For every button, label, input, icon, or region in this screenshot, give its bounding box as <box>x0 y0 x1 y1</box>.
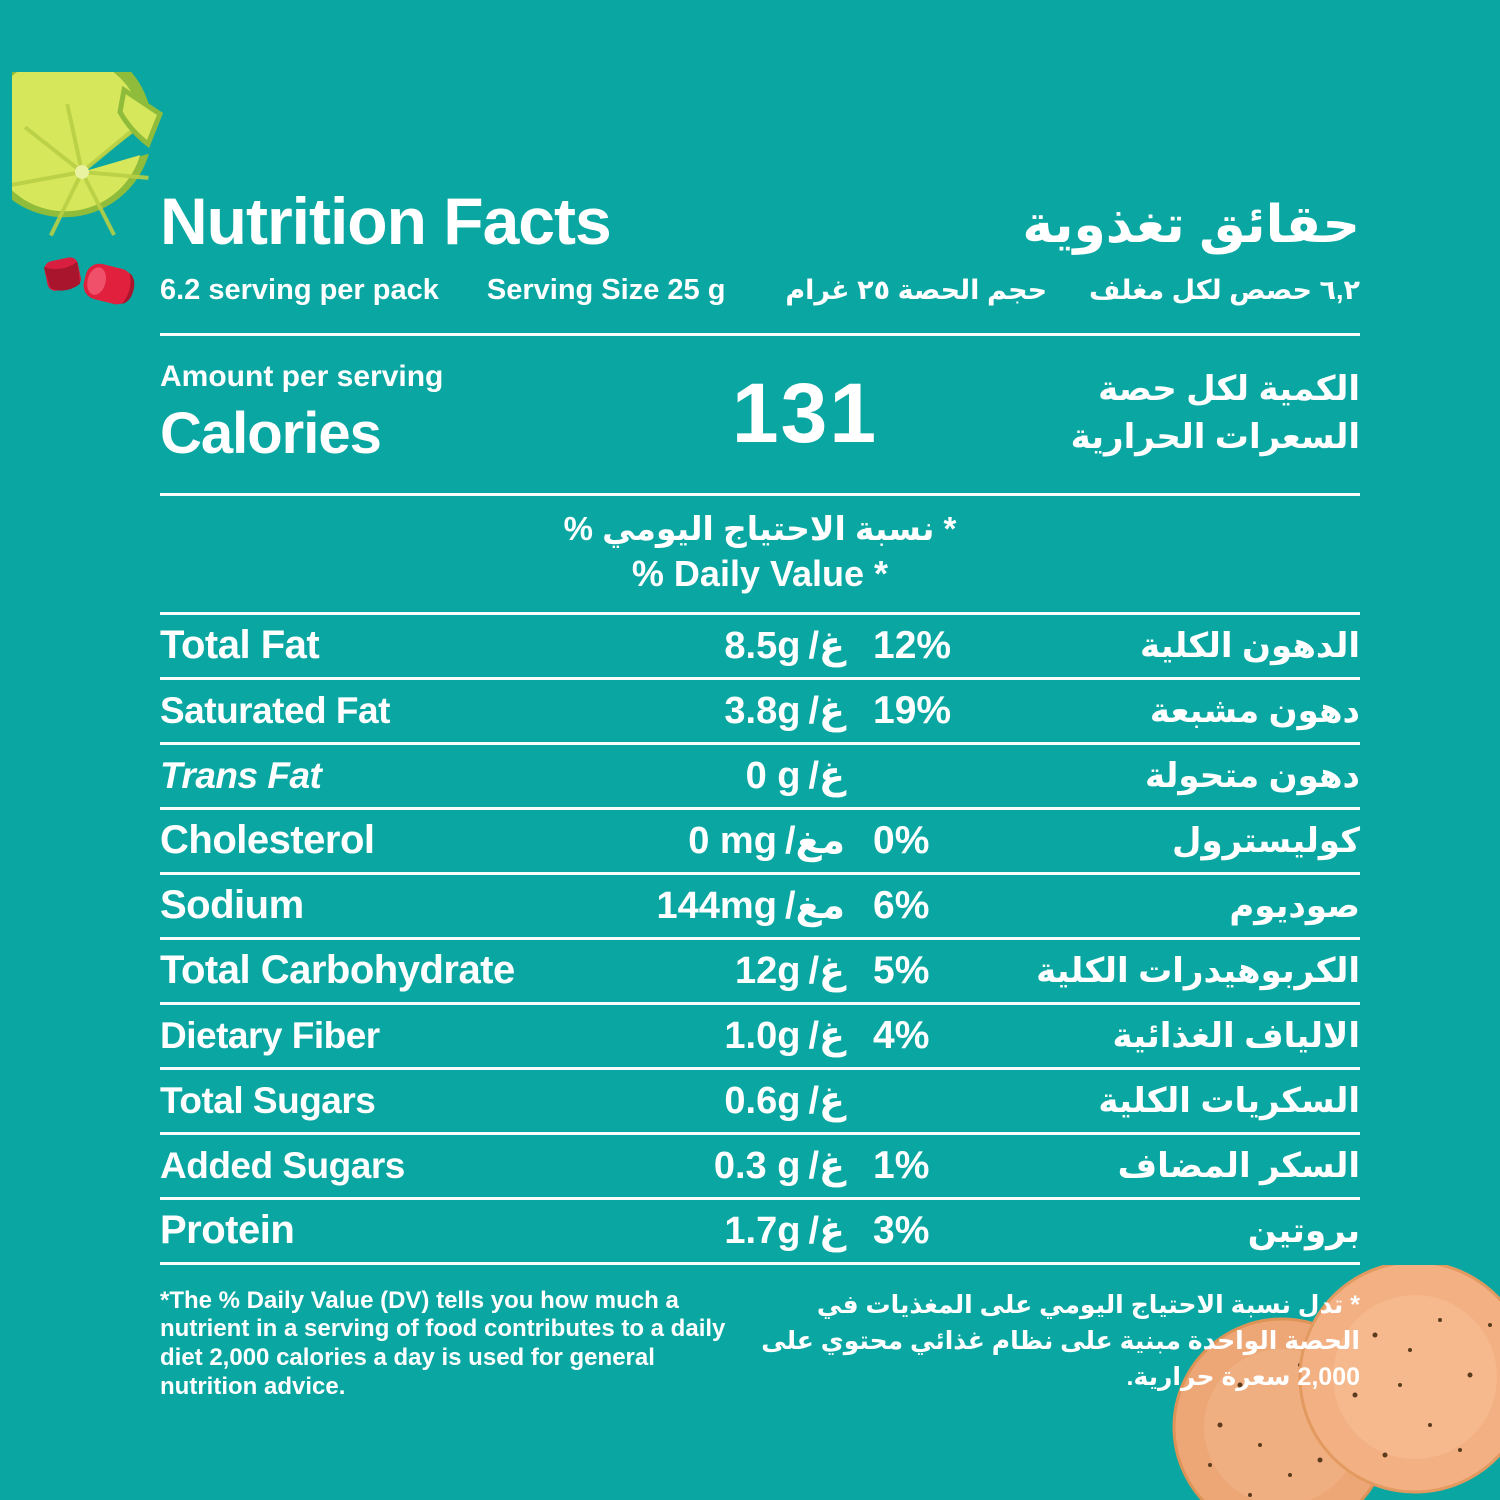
nutrient-daily-value: 6% <box>873 883 930 927</box>
nutrient-daily-value: 1% <box>873 1143 930 1187</box>
nutrient-amount: 8.5g/غ <box>724 625 845 668</box>
nutrient-name: Dietary Fiber <box>160 1014 380 1056</box>
nutrient-daily-value: 12% <box>873 623 952 667</box>
servings-per-pack-arabic: ٦,٢ حصص لكل مغلف <box>1089 275 1360 305</box>
nutrient-row: Total Sugars 0.6g/غ السكريات الكلية <box>160 1070 1360 1135</box>
amount-per-serving-label-arabic: الكمية لكل حصة <box>1098 369 1360 408</box>
nutrient-row: Dietary Fiber 1.0g/غ 4% الالياف الغذائية <box>160 1005 1360 1070</box>
nutrient-name: Added Sugars <box>160 1144 405 1186</box>
serving-info-english: 6.2 serving per pack Serving Size 25 g <box>160 274 725 307</box>
nutrient-unit-arabic: /مغ <box>784 885 845 928</box>
nutrient-name-arabic: الالياف الغذائية <box>1112 1016 1361 1055</box>
page-title-arabic: حقائق تغذوية <box>1022 195 1360 254</box>
chili-pieces-icon <box>43 257 135 305</box>
nutrient-name-arabic: صوديوم <box>1229 886 1360 925</box>
nutrient-amount: 0.6g/غ <box>724 1080 845 1123</box>
nutrient-amount: 144mg/مغ <box>656 885 845 928</box>
nutrient-name: Sodium <box>160 883 304 928</box>
nutrient-unit-arabic: /غ <box>808 1145 845 1188</box>
nutrient-unit-arabic: /غ <box>808 1210 845 1253</box>
calories-value: 131 <box>731 366 879 460</box>
nutrient-unit-arabic: /غ <box>808 690 845 733</box>
daily-value-header: * نسبة الاحتياج اليومي % % Daily Value * <box>160 496 1360 612</box>
nutrient-row: Total Carbohydrate 12g/غ 5% الكربوهيدرات… <box>160 940 1360 1005</box>
nutrient-unit-arabic: /غ <box>808 1015 845 1058</box>
nutrient-name-arabic: دهون مشبعة <box>1149 691 1360 730</box>
nutrient-name: Trans Fat <box>160 754 322 796</box>
nutrient-name-arabic: الكربوهيدرات الكلية <box>1036 951 1360 990</box>
divider <box>160 493 1360 496</box>
nutrient-name-arabic: كوليسترول <box>1172 821 1360 860</box>
nutrient-name: Total Sugars <box>160 1079 376 1121</box>
nutrient-daily-value: 5% <box>873 948 930 992</box>
nutrient-amount: 1.7g/غ <box>724 1210 845 1253</box>
nutrient-name: Cholesterol <box>160 818 375 863</box>
nutrient-row: Sodium 144mg/مغ 6% صوديوم <box>160 875 1360 940</box>
calories-label-arabic: السعرات الحرارية <box>1070 417 1360 456</box>
nutrient-amount: 0 g/غ <box>745 755 845 798</box>
nutrient-daily-value: 19% <box>873 688 952 732</box>
nutrient-name-arabic: دهون متحولة <box>1145 756 1360 795</box>
serving-size: Serving Size 25 g <box>486 274 726 306</box>
serving-info-arabic: ٦,٢ حصص لكل مغلف حجم الحصة ٢٥ غرام <box>785 275 1360 306</box>
nutrient-name-arabic: السكريات الكلية <box>1098 1081 1360 1120</box>
nutrient-amount: 3.8g/غ <box>724 690 845 733</box>
nutrient-amount: 0 mg/مغ <box>688 820 845 863</box>
nutrient-unit-arabic: /مغ <box>784 820 845 863</box>
daily-value-header-arabic: * نسبة الاحتياج اليومي % <box>563 510 957 547</box>
calories-labels: Amount per serving Calories <box>160 360 620 467</box>
daily-value-header-english: % Daily Value * <box>631 552 889 594</box>
divider <box>160 333 1360 336</box>
nutrient-row: Cholesterol 0 mg/مغ 0% كوليسترول <box>160 810 1360 875</box>
footnote-english: *The % Daily Value (DV) tells you how mu… <box>160 1286 726 1401</box>
header: Nutrition Facts حقائق تغذوية <box>160 188 1360 254</box>
nutrient-name: Saturated Fat <box>160 689 390 731</box>
page-title: Nutrition Facts <box>160 184 612 258</box>
nutrient-daily-value: 4% <box>873 1013 930 1057</box>
label-content: Nutrition Facts حقائق تغذوية 6.2 serving… <box>160 0 1360 1402</box>
nutrient-table: Total Fat 8.5g/غ 12% الدهون الكلية Satur… <box>160 615 1360 1265</box>
chips-icon <box>1172 1265 1500 1500</box>
nutrient-amount: 0.3 g/غ <box>713 1145 845 1188</box>
serving-size-arabic: حجم الحصة ٢٥ غرام <box>785 275 1048 305</box>
footnote-arabic: * تدل نسبة الاحتياج اليومي على المغذيات … <box>761 1290 1360 1392</box>
nutrient-unit-arabic: /غ <box>808 625 845 668</box>
servings-per-pack: 6.2 serving per pack <box>160 274 439 306</box>
lime-wedge-icon <box>12 72 164 237</box>
nutrient-amount: 12g/غ <box>734 950 845 993</box>
nutrient-row: Trans Fat 0 g/غ دهون متحولة <box>160 745 1360 810</box>
nutrient-daily-value: 0% <box>873 818 930 862</box>
calories-label: Calories <box>160 401 382 466</box>
nutrient-name: Total Fat <box>160 623 320 668</box>
nutrient-name-arabic: الدهون الكلية <box>1140 626 1360 665</box>
footnotes: *The % Daily Value (DV) tells you how mu… <box>160 1287 1360 1402</box>
calories-labels-arabic: الكمية لكل حصة السعرات الحرارية <box>990 366 1360 461</box>
nutrient-unit-arabic: /غ <box>808 950 845 993</box>
nutrient-row: Protein 1.7g/غ 3% بروتين <box>160 1200 1360 1265</box>
nutrient-amount: 1.0g/غ <box>724 1015 845 1058</box>
nutrient-row: Saturated Fat 3.8g/غ 19% دهون مشبعة <box>160 680 1360 745</box>
amount-per-serving-label: Amount per serving <box>160 360 444 393</box>
nutrient-row: Added Sugars 0.3 g/غ 1% السكر المضاف <box>160 1135 1360 1200</box>
nutrient-name: Protein <box>160 1208 295 1253</box>
calories-section: Amount per serving Calories 131 الكمية ل… <box>160 336 1360 493</box>
nutrient-unit-arabic: /غ <box>808 755 845 798</box>
nutrient-unit-arabic: /غ <box>808 1080 845 1123</box>
serving-info: 6.2 serving per pack Serving Size 25 g ٦… <box>160 274 1360 307</box>
divider <box>160 611 1360 615</box>
nutrient-name-arabic: بروتين <box>1247 1211 1360 1250</box>
nutrient-name-arabic: السكر المضاف <box>1117 1146 1360 1185</box>
nutrient-name: Total Carbohydrate <box>160 948 515 993</box>
nutrient-daily-value: 3% <box>873 1208 930 1252</box>
nutrient-row: Total Fat 8.5g/غ 12% الدهون الكلية <box>160 615 1360 680</box>
